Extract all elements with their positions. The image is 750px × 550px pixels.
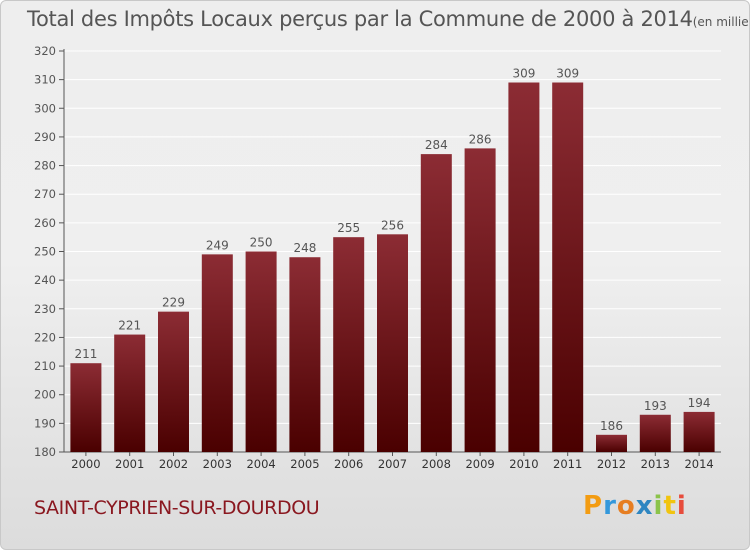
chart-title: Total des Impôts Locaux perçus par la Co… [27, 7, 749, 31]
bar-value-label: 309 [556, 67, 579, 81]
bar-value-label: 250 [250, 236, 273, 250]
proxiti-logo[interactable]: Proxiti [583, 491, 687, 521]
bar-value-label: 229 [162, 296, 185, 310]
bar[interactable] [377, 234, 408, 452]
x-tick-label: 2007 [378, 457, 407, 471]
x-tick-label: 2008 [422, 457, 451, 471]
x-tick-label: 2011 [553, 457, 582, 471]
y-tick-label: 300 [34, 101, 56, 115]
bar[interactable] [683, 411, 715, 452]
y-tick-label: 240 [34, 273, 56, 287]
bars [70, 82, 715, 453]
y-tick-label: 190 [34, 416, 56, 430]
y-tick-label: 210 [34, 359, 56, 373]
bar[interactable] [70, 363, 102, 452]
x-tick-label: 2001 [115, 457, 144, 471]
logo-letter: i [676, 491, 687, 521]
x-tick-label: 2013 [641, 457, 670, 471]
x-tick-label: 2014 [684, 457, 713, 471]
bar-value-label: 309 [512, 67, 535, 81]
y-tick-label: 200 [34, 388, 56, 402]
bar-value-label: 255 [337, 221, 360, 235]
chart-unit: (en milliers d'€) [692, 15, 749, 29]
bar[interactable] [464, 148, 496, 452]
bar-value-label: 193 [644, 399, 667, 413]
bar-value-label: 186 [600, 419, 623, 433]
logo-letter: i [653, 491, 664, 521]
bar[interactable] [552, 82, 584, 452]
bar-value-label: 256 [381, 218, 404, 232]
x-tick-label: 2000 [71, 457, 100, 471]
x-tick-label: 2005 [290, 457, 319, 471]
bar[interactable] [289, 257, 321, 452]
y-tick-label: 320 [34, 44, 56, 58]
x-tick-label: 2006 [334, 457, 363, 471]
y-tick-label: 290 [34, 130, 56, 144]
bar-value-label: 286 [469, 132, 492, 146]
chart-title-text: Total des Impôts Locaux perçus par la Co… [27, 7, 693, 31]
y-tick-label: 230 [34, 302, 56, 316]
bar-value-label: 211 [74, 347, 97, 361]
x-tick-label: 2004 [246, 457, 275, 471]
bar-value-label: 194 [688, 396, 711, 410]
bar-value-label: 284 [425, 138, 448, 152]
x-tick-label: 2010 [509, 457, 538, 471]
bar-value-label: 249 [206, 238, 229, 252]
y-tick-label: 260 [34, 216, 56, 230]
logo-letter: x [635, 491, 654, 521]
y-tick-label: 180 [34, 445, 56, 459]
bar[interactable] [158, 311, 189, 452]
commune-name: SAINT-CYPRIEN-SUR-DOURDOU [34, 497, 320, 519]
bar-value-label: 248 [293, 241, 316, 255]
bar[interactable] [245, 251, 277, 453]
x-tick-label: 2003 [203, 457, 232, 471]
y-tick-label: 220 [34, 330, 56, 344]
y-tick-label: 280 [34, 159, 56, 173]
bar-value-label: 221 [118, 319, 141, 333]
bar[interactable] [114, 334, 146, 452]
logo-letter: r [603, 491, 617, 521]
logo-letter: o [616, 491, 636, 521]
bar[interactable] [333, 237, 365, 452]
y-tick-label: 270 [34, 187, 56, 201]
bar[interactable] [420, 154, 452, 452]
x-tick-label: 2002 [159, 457, 188, 471]
labels: 180 190 200 210 220 230 240 250 260 270 280 290 300 3… [34, 44, 714, 471]
y-tick-label: 250 [34, 245, 56, 259]
logo-letter: t [663, 491, 677, 521]
x-tick-label: 2009 [465, 457, 494, 471]
x-tick-label: 2012 [597, 457, 626, 471]
bar[interactable] [639, 414, 671, 452]
bar[interactable] [508, 82, 540, 452]
y-tick-label: 310 [34, 73, 56, 87]
logo-letter: P [583, 491, 604, 521]
bar[interactable] [596, 434, 627, 452]
bar[interactable] [201, 254, 233, 452]
